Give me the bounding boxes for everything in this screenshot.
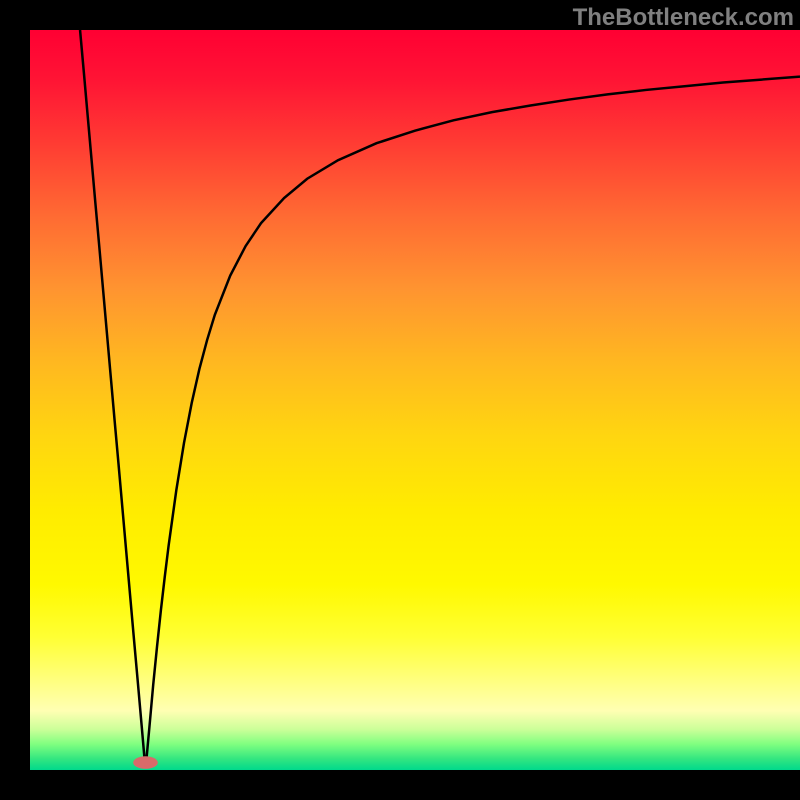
plot-area xyxy=(30,30,800,770)
chart-container: TheBottleneck.com xyxy=(0,0,800,800)
optimal-marker xyxy=(133,756,158,769)
bottleneck-curves xyxy=(30,30,800,770)
right-curve xyxy=(146,77,800,762)
left-curve xyxy=(80,30,145,761)
watermark-text: TheBottleneck.com xyxy=(573,4,794,32)
